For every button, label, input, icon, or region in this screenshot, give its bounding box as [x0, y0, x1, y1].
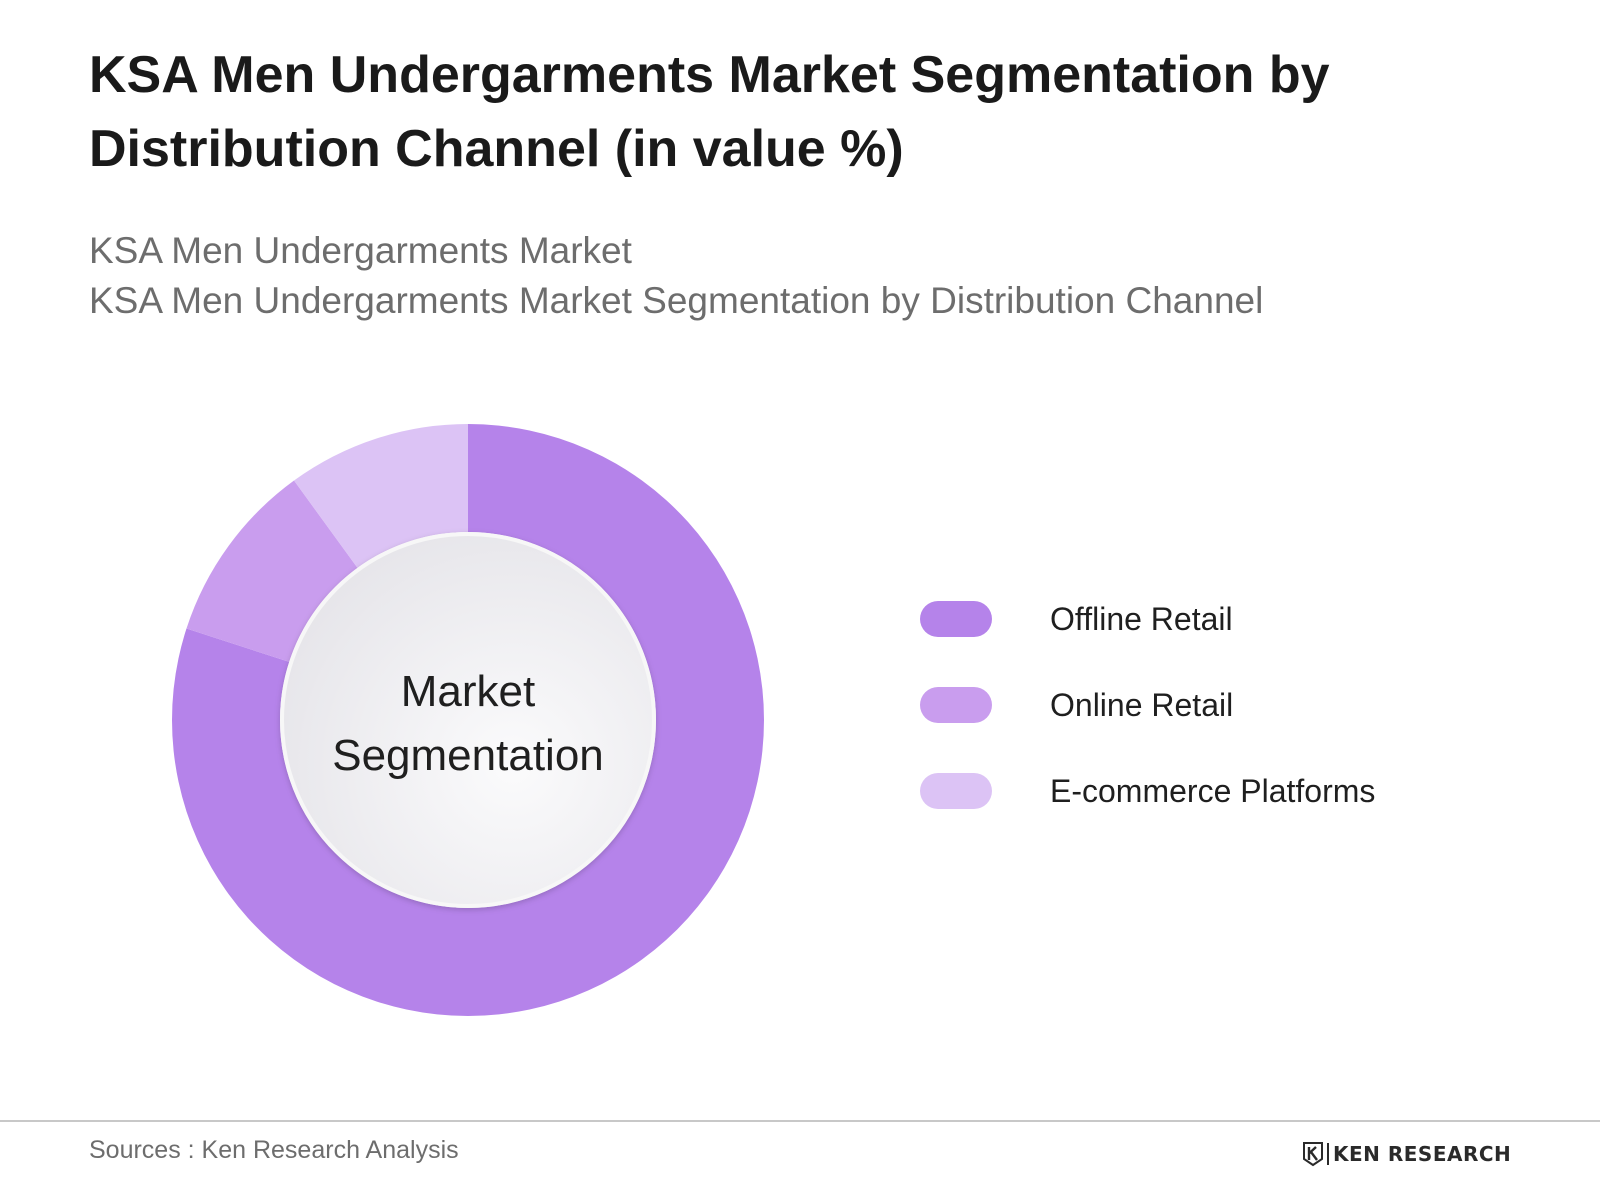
subtitle: KSA Men Undergarments Market KSA Men Und…: [89, 226, 1489, 326]
legend-label-ecommerce-platforms: E-commerce Platforms: [1050, 772, 1376, 809]
chart-legend: Offline Retail Online Retail E-commerce …: [920, 601, 1375, 859]
brand-name: KEN RESEARCH: [1333, 1142, 1512, 1166]
legend-swatch-online-retail: [920, 687, 992, 723]
donut-center-label: Market Segmentation: [318, 660, 618, 788]
legend-item-ecommerce-platforms: E-commerce Platforms: [920, 773, 1375, 809]
legend-label-online-retail: Online Retail: [1050, 686, 1234, 723]
subtitle-line-segmentation: KSA Men Undergarments Market Segmentatio…: [89, 280, 1264, 321]
page-title: KSA Men Undergarments Market Segmentatio…: [89, 46, 1330, 178]
brand-separator: [1327, 1143, 1329, 1165]
legend-item-online-retail: Online Retail: [920, 687, 1375, 723]
donut-center: [280, 532, 656, 908]
center-label-line-1: Market: [400, 667, 536, 716]
subtitle-line-market: KSA Men Undergarments Market: [89, 230, 632, 271]
brand-logo: KEN RESEARCH: [1302, 1140, 1511, 1168]
source-note: Sources : Ken Research Analysis: [89, 1136, 459, 1164]
donut-slice-e-commerce-platforms: [294, 424, 468, 568]
legend-label-offline-retail: Offline Retail: [1050, 600, 1233, 637]
legend-item-offline-retail: Offline Retail: [920, 601, 1375, 637]
donut-slices: [171, 424, 764, 1016]
legend-swatch-offline-retail: [920, 601, 992, 637]
donut-slice-offline-retail: [171, 424, 764, 1016]
legend-swatch-ecommerce-platforms: [920, 773, 992, 809]
footer-divider: [0, 1120, 1600, 1122]
ken-research-logo-icon: [1303, 1142, 1323, 1167]
donut-slice-online-retail: [186, 480, 358, 662]
center-label-line-2: Segmentation: [332, 731, 604, 780]
